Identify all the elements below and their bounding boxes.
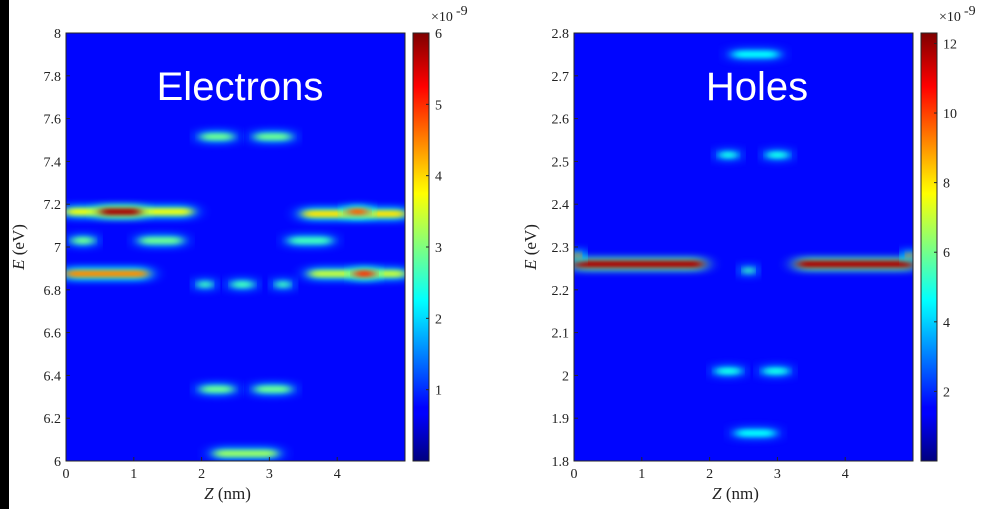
holes-feature [733,50,778,58]
holes-feature [743,267,754,275]
holes-colorbar-tick-label: 2 [943,385,950,400]
holes-panel: 0 1 2 3 41.81.922.12.22.32.42.52.62.72.8Z (n… [521,4,976,503]
electrons-colorbar-exponent: -9 [456,4,468,19]
holes-y-tick-label: 2.5 [552,155,570,170]
electrons-feature [201,385,233,393]
electrons-y-tick-label: 6.8 [44,284,62,299]
holes-feature [719,151,737,159]
electrons-y-tick-label: 6.4 [44,369,62,384]
electrons-x-tick-label: 3 [266,467,273,482]
electrons-y-tick-label: 6.2 [44,412,62,427]
electrons-feature [347,208,368,216]
electrons-feature [289,237,331,245]
holes-colorbar-tick-label: 12 [943,37,957,52]
electrons-y-tick-label: 7.4 [44,155,62,170]
holes-feature [906,252,913,260]
holes-y-tick-label: 2.3 [552,241,570,256]
electrons-x-tick-label: 0 [63,467,70,482]
electrons-panel: 0 1 2 3 4 6 6.2 6.4 6.6 6.8 7 7.2 7.4 7.6 7.8 8 Z (nm) E … [9,4,468,503]
holes-y-tick-label: 2.1 [552,327,570,342]
holes-colorbar-tick-label: 4 [943,316,950,331]
electrons-x-tick-label: 2 [198,467,205,482]
electrons-y-tick-label: 7.2 [44,198,62,213]
holes-feature [716,367,741,375]
holes-y-tick-label: 1.9 [552,412,570,427]
holes-y-tick-label: 1.8 [552,455,570,470]
electrons-feature [276,280,290,288]
electrons-y-tick-label: 7 [54,241,61,256]
electrons-feature [215,450,277,458]
holes-feature [767,151,788,159]
electrons-colorbar-multiplier: ×10 [431,10,453,25]
electrons-feature [255,385,290,393]
electrons-feature [354,270,375,278]
holes-colorbar-tick-label: 10 [943,107,957,122]
electrons-feature [198,280,212,288]
holes-x-tick-label: 4 [842,467,849,482]
electrons-y-tick-label: 7.6 [44,113,62,128]
electrons-colorbar-tick-label: 5 [435,98,442,113]
holes-x-tick-label: 2 [706,467,713,482]
holes-panel-title: Holes [706,65,808,109]
electrons-feature [140,237,182,245]
electrons-x-axis-label: Z (nm) [204,484,251,503]
holes-colorbar-exponent: -9 [964,4,976,19]
electrons-y-tick-label: 8 [54,27,61,42]
holes-colorbar-multiplier: ×10 [939,10,961,25]
holes-x-tick-label: 0 [571,467,578,482]
electrons-feature [201,133,233,141]
electrons-y-tick-label: 6.6 [44,327,62,342]
left-edge-bar [0,0,9,509]
holes-y-tick-label: 2.2 [552,284,570,299]
electrons-y-tick-label: 6 [54,455,61,470]
electrons-colorbar-tick-label: 6 [435,27,442,42]
holes-feature [736,429,775,437]
holes-x-axis-label: Z (nm) [712,484,759,503]
electrons-feature [255,133,290,141]
holes-colorbar [920,32,938,462]
electrons-x-tick-label: 4 [334,467,341,482]
holes-y-axis-label: E (eV) [521,224,540,271]
electrons-y-axis-label: E (eV) [9,224,28,271]
holes-y-tick-label: 2.4 [552,198,570,213]
holes-heatmap-features [574,47,913,441]
holes-colorbar-tick-label: 8 [943,177,950,192]
holes-feature [763,367,788,375]
holes-y-tick-label: 2.7 [552,70,570,85]
electrons-y-tick-label: 7.8 [44,70,62,85]
electrons-colorbar-tick-label: 3 [435,241,442,256]
holes-colorbar-tick-label: 6 [943,246,950,261]
electrons-feature [72,237,94,245]
holes-x-tick-label: 1 [638,467,645,482]
holes-feature [797,260,913,268]
holes-x-tick-label: 3 [774,467,781,482]
holes-feature [574,252,581,260]
electrons-feature [99,208,141,216]
electrons-heatmap-features [66,129,405,461]
electrons-feature [232,280,253,288]
holes-heatmap-background [574,33,913,461]
electrons-colorbar-tick-label: 2 [435,312,442,327]
electrons-colorbar-tick-label: 1 [435,384,442,399]
holes-y-tick-label: 2.6 [552,113,570,128]
holes-y-tick-label: 2.8 [552,27,570,42]
electrons-x-tick-label: 1 [130,467,137,482]
holes-y-tick-label: 2 [562,369,569,384]
electrons-colorbar-tick-label: 4 [435,170,442,185]
holes-feature [574,260,703,268]
electrons-panel-title: Electrons [157,65,324,109]
electrons-feature [66,270,148,278]
